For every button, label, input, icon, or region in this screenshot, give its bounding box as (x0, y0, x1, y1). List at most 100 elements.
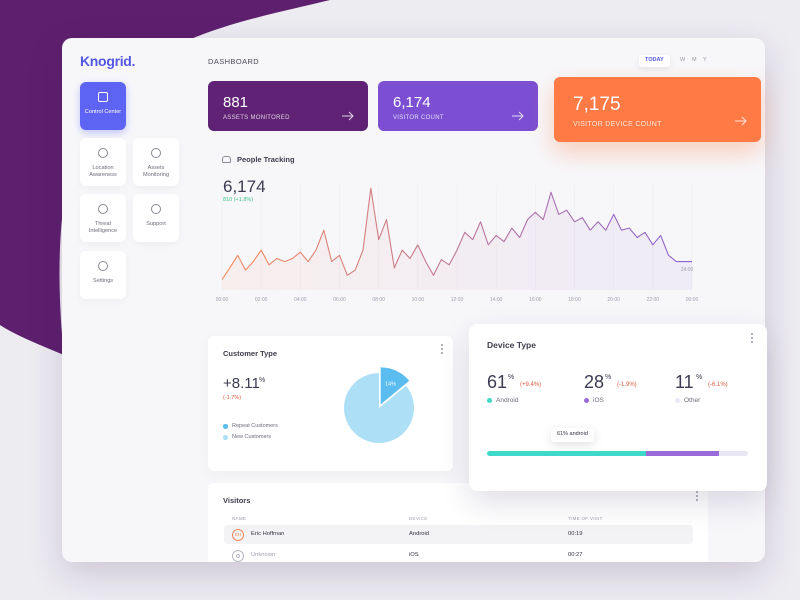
menu-dot (441, 352, 443, 354)
tracking-icon (222, 156, 231, 163)
menu-dot (696, 499, 698, 501)
pie-chart: 14% (344, 367, 415, 443)
visit-time: 00:27 (568, 551, 583, 558)
avatar-ring (236, 553, 240, 558)
legend-dot (487, 398, 492, 403)
arrow-icon (512, 111, 524, 121)
visitors-card: Visitors NAME DEVICE TIME OF VISIT EH Eric Ho… (208, 483, 708, 562)
stat-label: VISITOR COUNT (393, 115, 444, 121)
menu-dot (696, 491, 698, 493)
nav-button[interactable]: Threat Intelligence (80, 194, 126, 242)
pie-slice (344, 373, 415, 443)
column-header: NAME (232, 516, 247, 521)
menu-dot (696, 495, 698, 497)
arrow (512, 111, 524, 121)
visitor-name: Unknown (251, 551, 276, 558)
more-menu[interactable] (694, 491, 700, 503)
nav-button[interactable]: Assets Monitoring (133, 138, 179, 186)
bar-segment (487, 451, 647, 456)
device-share-unit: % (508, 374, 515, 381)
customer-card: Customer Type +8.11% (-1.7%) Repeat Custome… (208, 336, 453, 471)
visitor-name: Eric Hoffman (251, 530, 285, 537)
nav-icon (98, 148, 108, 158)
nav-label: Support (146, 221, 166, 227)
stat-label: VISITOR DEVICE COUNT (573, 121, 662, 128)
nav-label: Threat Intelligence (88, 221, 118, 234)
avatar: EH (232, 528, 244, 541)
slice-label: 14% (385, 382, 396, 388)
legend-label: iOS (593, 396, 604, 404)
change: (-1.7%) (223, 395, 242, 401)
nav-label: Settings (92, 278, 114, 284)
legend-label: Repeat Customers (232, 423, 278, 429)
nav-icon (98, 261, 108, 271)
legend-label: Android (496, 396, 519, 404)
headline-unit: % (259, 377, 266, 384)
time-filter[interactable]: W (680, 57, 686, 63)
arrow-icon (735, 116, 747, 126)
logo: Knogrid. (80, 53, 136, 69)
arrow (735, 116, 747, 126)
stat-card[interactable]: 881 ASSETS MONITORED (208, 81, 368, 131)
legend-dot (223, 424, 228, 429)
visit-time: 00:19 (568, 530, 583, 537)
device-card: Device Type 61% (+9.4%) Android 28% (-1.9%) iO… (469, 324, 767, 491)
stat-value: 6,174 (393, 94, 431, 111)
nav-label: Control Center (84, 109, 122, 115)
nav-button[interactable]: Location Awareness (80, 138, 126, 186)
legend-dot (675, 398, 680, 403)
device-share: 28 (584, 372, 605, 392)
device-change: (-1.9%) (617, 382, 637, 388)
time-filter[interactable]: TODAY (639, 55, 670, 67)
chart-change: 810 (+1.8%) (223, 197, 254, 203)
stat-card[interactable]: 6,174 VISITOR COUNT (378, 81, 538, 131)
nav-label: Assets Monitoring (142, 165, 170, 178)
device-share-unit: % (605, 374, 612, 381)
more-menu[interactable] (439, 344, 445, 356)
row-highlight (224, 525, 693, 544)
chart-title: People Tracking (237, 155, 295, 164)
device-change: (+9.4%) (520, 382, 542, 388)
stat-value: 7,175 (573, 94, 621, 115)
nav-button[interactable]: Settings (80, 251, 126, 299)
nav-icon (151, 148, 161, 158)
stat-label: ASSETS MONITORED (223, 115, 290, 121)
menu-dot (751, 333, 753, 335)
headline: +8.11 (223, 375, 260, 392)
chart-headline: 6,174 (223, 177, 266, 196)
card-title: Device Type (487, 340, 536, 350)
menu-dot (441, 344, 443, 346)
nav-icon (98, 92, 108, 102)
card-title: Customer Type (223, 349, 278, 358)
nav-button[interactable]: Support (133, 194, 179, 242)
menu-dot (751, 341, 753, 343)
card-title: Visitors (223, 496, 251, 505)
nav-icon (151, 204, 161, 214)
menu-dot (441, 348, 443, 350)
legend-label: Other (684, 396, 701, 404)
visitor-device: iOS (409, 551, 419, 558)
stat-card[interactable]: 7,175 VISITOR DEVICE COUNT (554, 77, 761, 142)
avatar-placeholder (232, 549, 244, 562)
legend-dot (584, 398, 589, 403)
arrow (342, 111, 354, 121)
device-share-unit: % (696, 374, 703, 381)
tooltip: 61% android (551, 428, 594, 442)
pie-slice (380, 367, 410, 405)
menu-dot (751, 337, 753, 339)
device-change: (-6.1%) (708, 382, 728, 388)
visitor-device: Android (409, 530, 429, 537)
column-header: DEVICE (409, 516, 428, 521)
stat-value: 881 (223, 94, 249, 111)
nav-icon (98, 204, 108, 214)
legend-label: New Customers (232, 434, 272, 440)
nav-button[interactable]: Control Center (80, 82, 126, 130)
arrow-icon (342, 111, 354, 121)
time-filter[interactable]: M (692, 57, 697, 63)
bar-segment (719, 451, 748, 456)
time-filter[interactable]: Y (703, 57, 707, 63)
bar-segment (646, 451, 720, 456)
device-share: 61 (487, 372, 508, 392)
more-menu[interactable] (749, 333, 755, 345)
